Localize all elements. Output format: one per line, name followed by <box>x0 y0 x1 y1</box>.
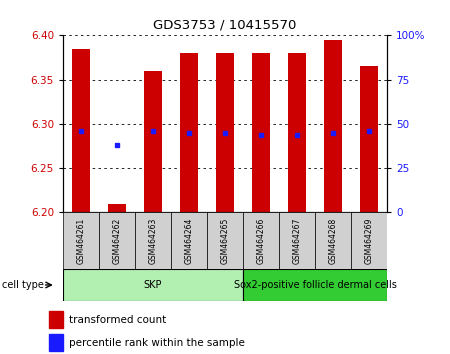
Text: GSM464262: GSM464262 <box>112 218 122 264</box>
Bar <box>216 53 234 212</box>
Text: GSM464261: GSM464261 <box>76 218 86 264</box>
Bar <box>63 212 99 269</box>
Bar <box>243 269 387 301</box>
Text: GSM464265: GSM464265 <box>220 217 230 264</box>
Text: GSM464266: GSM464266 <box>256 217 266 264</box>
Bar <box>315 212 351 269</box>
Bar <box>279 212 315 269</box>
Bar <box>72 48 90 212</box>
Bar <box>49 334 63 351</box>
Text: GSM464268: GSM464268 <box>328 218 338 264</box>
Bar <box>324 40 342 212</box>
Title: GDS3753 / 10415570: GDS3753 / 10415570 <box>153 18 297 32</box>
Text: GSM464269: GSM464269 <box>364 217 373 264</box>
Text: GSM464264: GSM464264 <box>184 217 194 264</box>
Text: transformed count: transformed count <box>69 315 166 325</box>
Bar <box>135 212 171 269</box>
Bar <box>99 212 135 269</box>
Bar <box>108 204 126 212</box>
Text: GSM464263: GSM464263 <box>148 217 157 264</box>
Bar <box>144 71 162 212</box>
Text: GSM464267: GSM464267 <box>292 217 302 264</box>
Bar <box>360 66 378 212</box>
Bar <box>180 53 198 212</box>
Text: cell type: cell type <box>2 280 44 290</box>
Bar <box>171 212 207 269</box>
Bar <box>63 269 243 301</box>
Bar <box>288 53 306 212</box>
Bar <box>252 53 270 212</box>
Text: Sox2-positive follicle dermal cells: Sox2-positive follicle dermal cells <box>234 280 396 290</box>
Bar <box>49 312 63 329</box>
Bar <box>351 212 387 269</box>
Bar <box>243 212 279 269</box>
Bar <box>207 212 243 269</box>
Text: percentile rank within the sample: percentile rank within the sample <box>69 338 245 348</box>
Text: SKP: SKP <box>144 280 162 290</box>
